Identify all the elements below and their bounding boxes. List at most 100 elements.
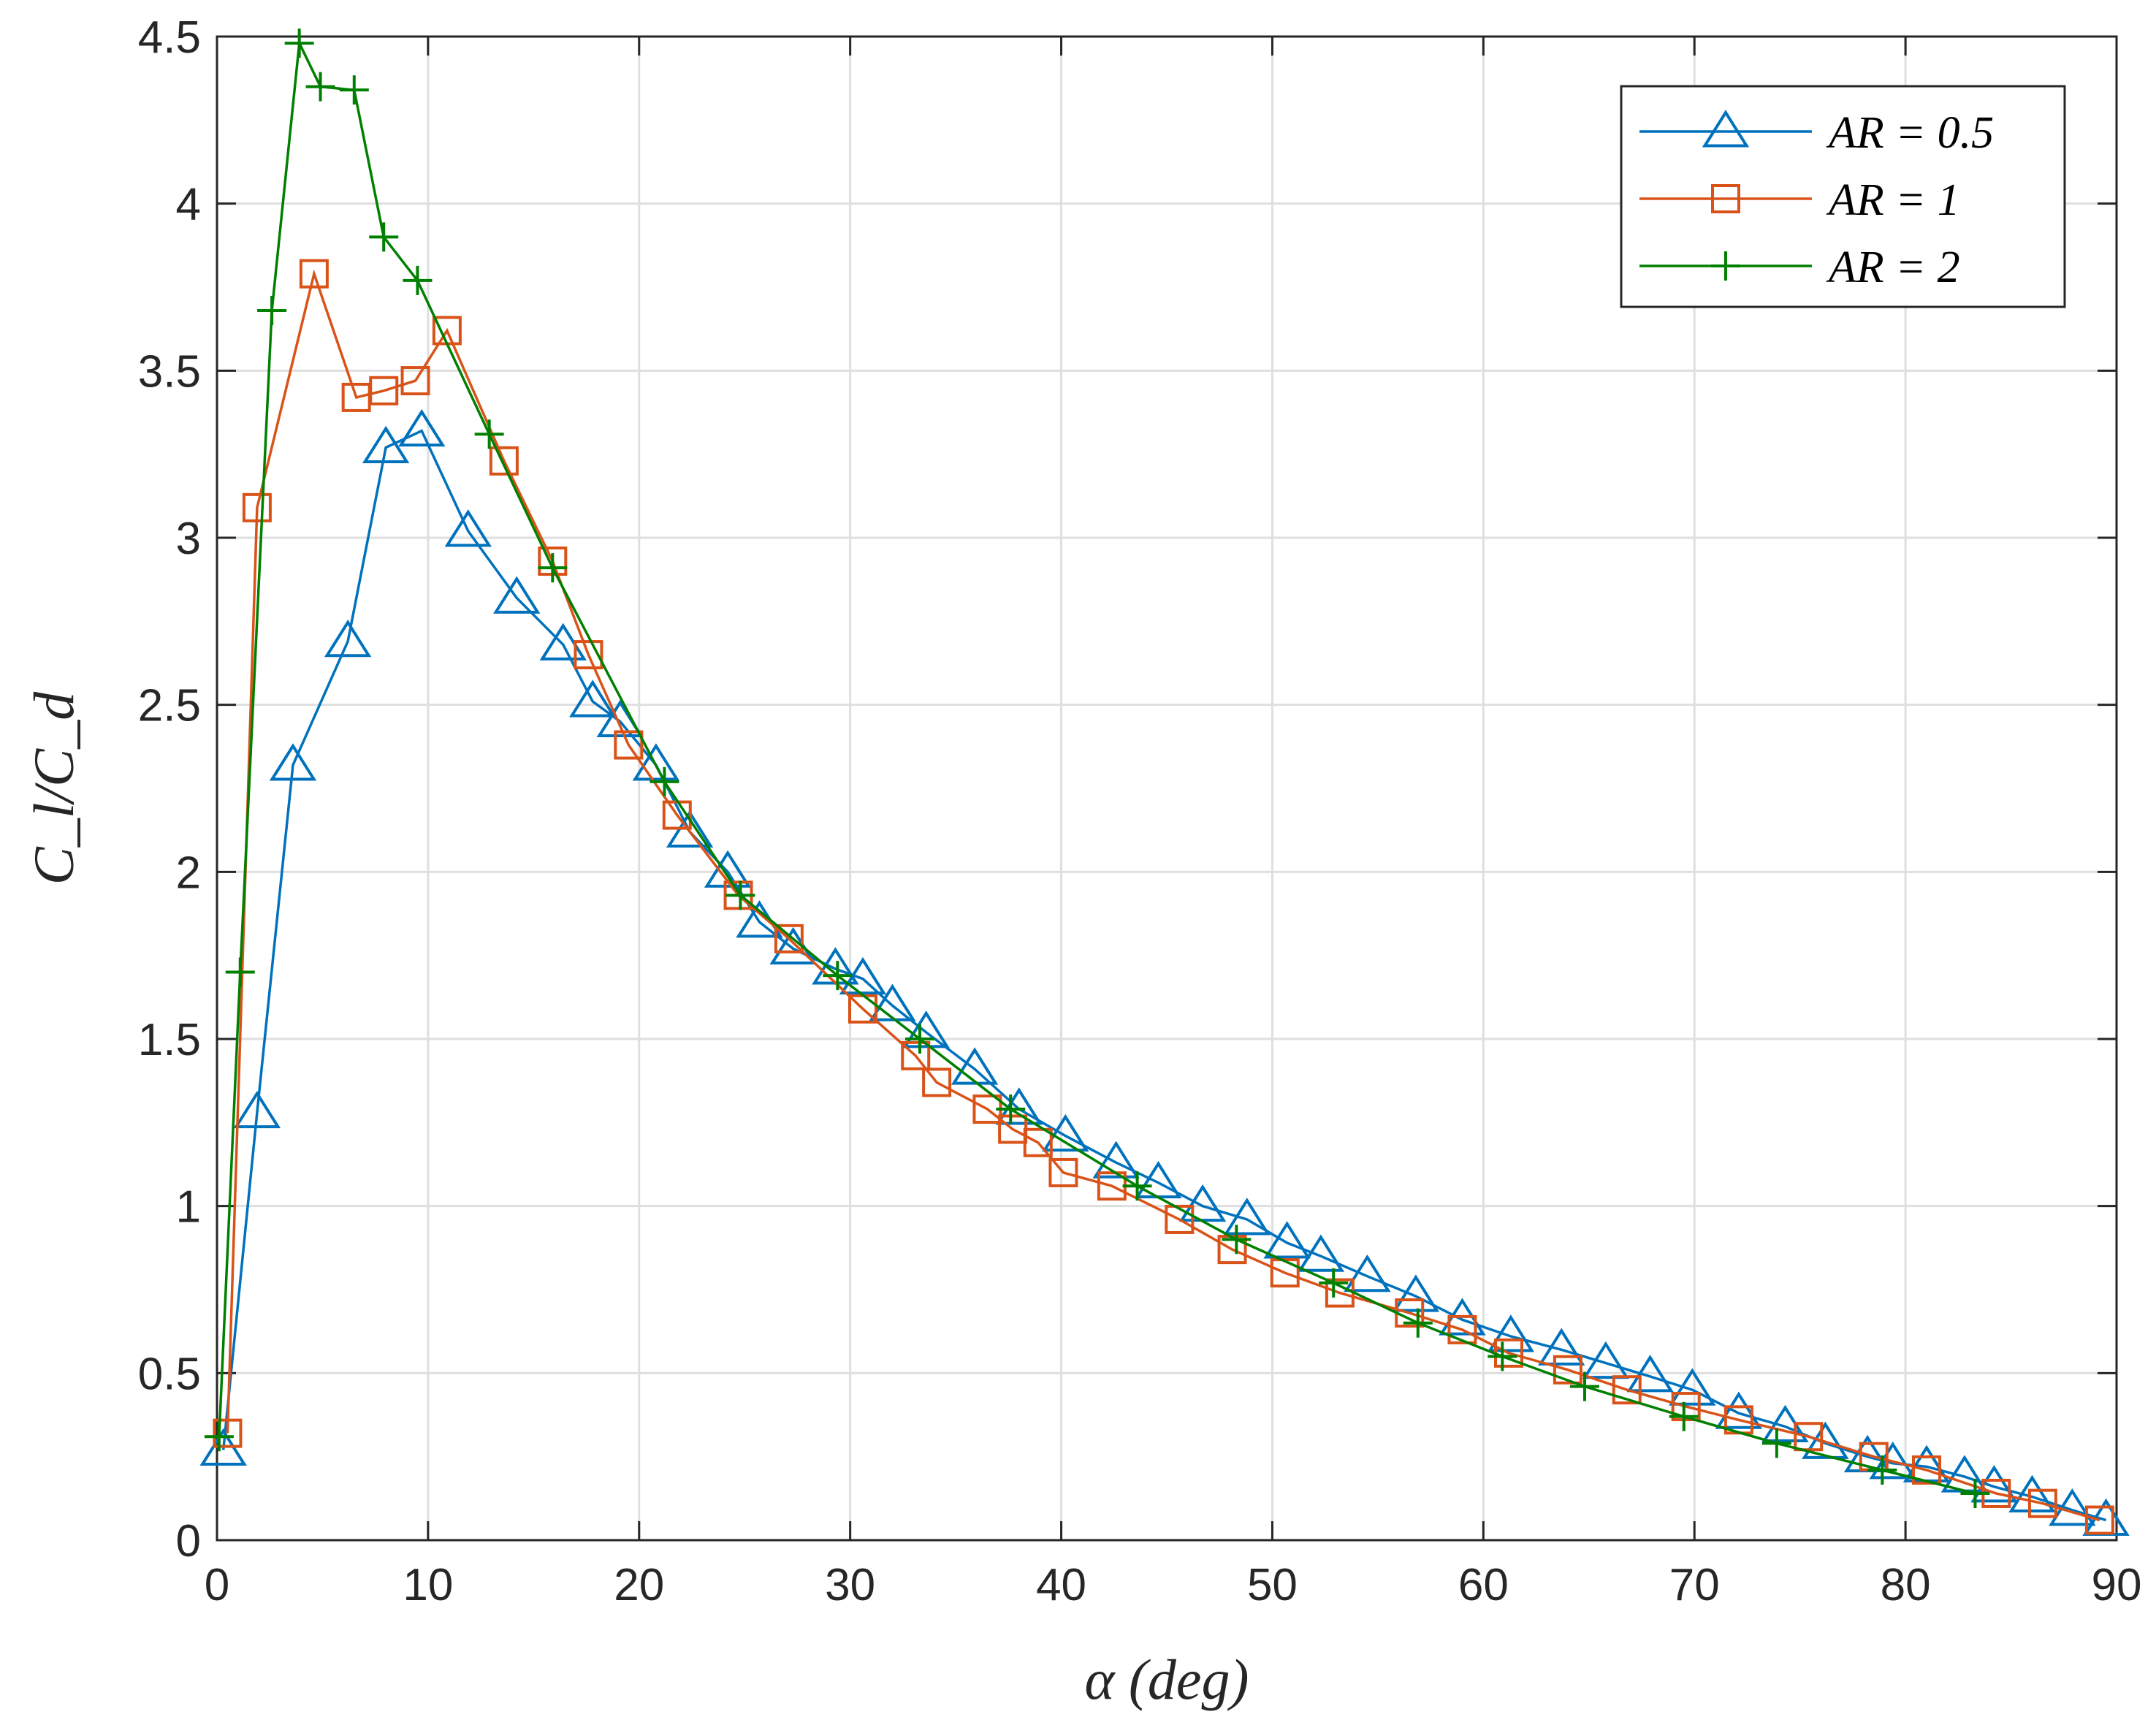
data-point	[996, 1094, 1026, 1124]
data-point	[489, 446, 519, 476]
legend-marker	[1711, 184, 1740, 213]
x-tick-label: 70	[1669, 1560, 1720, 1610]
data-point	[922, 1067, 952, 1097]
y-tick-label: 3.5	[138, 346, 201, 397]
plot-area	[216, 35, 2118, 1542]
data-point	[1570, 1371, 1599, 1401]
y-tick-label: 0	[176, 1516, 201, 1566]
x-tick-label: 10	[403, 1560, 453, 1610]
data-point	[225, 957, 255, 987]
data-point	[1319, 1268, 1349, 1298]
data-point	[1270, 1258, 1300, 1288]
y-tick-label: 2.5	[138, 681, 201, 731]
legend-label: AR = 0.5	[1826, 108, 1994, 158]
legend-marker	[1711, 251, 1740, 281]
x-tick-labels: 0 10 20 30 40 50 60 70 80 90	[205, 1560, 2142, 1610]
data-point	[1626, 1355, 1674, 1393]
data-point	[1538, 1328, 1585, 1366]
data-point	[905, 1024, 934, 1054]
x-tick-label: 80	[1881, 1560, 1931, 1610]
legend: AR = 0.5 AR = 1 AR = 2	[1620, 85, 2066, 308]
data-point	[257, 296, 287, 326]
data-point	[869, 983, 916, 1021]
data-point	[1403, 1308, 1433, 1338]
y-axis-label: C_l/C_d	[22, 691, 85, 885]
data-point	[1344, 1254, 1391, 1292]
data-point	[1612, 1375, 1642, 1405]
data-point	[650, 766, 679, 796]
data-point	[774, 924, 804, 953]
data-point	[1553, 1355, 1582, 1385]
data-point	[1263, 1221, 1311, 1259]
legend-box	[1620, 85, 2066, 308]
y-tick-label: 0.5	[138, 1349, 201, 1399]
x-axis-label: α (deg)	[1084, 1648, 1249, 1711]
data-point	[1223, 1198, 1271, 1236]
data-point	[614, 730, 644, 760]
data-point	[1671, 1392, 1701, 1422]
data-point	[1048, 1157, 1078, 1187]
series-2	[213, 259, 2114, 1535]
data-point	[324, 620, 372, 658]
data-point	[839, 956, 887, 995]
data-point	[2008, 1474, 2056, 1513]
data-point	[1761, 1428, 1791, 1458]
data-point	[1802, 1421, 1849, 1459]
y-tick-label: 3	[176, 514, 201, 564]
data-point	[369, 222, 399, 252]
data-point	[1042, 1113, 1089, 1152]
legend-entry: AR = 1	[1639, 175, 1960, 225]
data-point	[902, 1010, 950, 1048]
series-line	[226, 269, 2100, 1522]
data-point	[362, 425, 410, 464]
data-point	[2084, 1505, 2114, 1535]
data-point	[1023, 1127, 1053, 1157]
data-point	[2027, 1488, 2057, 1518]
data-point	[339, 75, 369, 105]
data-point	[1392, 1274, 1440, 1312]
data-point	[569, 679, 617, 717]
data-point	[1715, 1391, 1763, 1429]
data-point	[369, 376, 399, 406]
data-point	[539, 623, 587, 660]
legend-entry: AR = 2	[1639, 243, 1960, 292]
legend-label: AR = 1	[1826, 175, 1960, 225]
data-point	[1297, 1234, 1345, 1272]
data-point	[284, 28, 314, 58]
y-tick-label: 1	[176, 1182, 201, 1233]
legend-label: AR = 2	[1826, 243, 1960, 292]
data-point	[901, 1040, 931, 1070]
data-point	[1222, 1225, 1252, 1255]
y-tick-label: 2	[176, 848, 201, 898]
data-point	[1794, 1422, 1824, 1452]
data-point	[493, 576, 541, 614]
data-point	[538, 553, 568, 583]
data-point	[398, 408, 446, 447]
data-point	[1582, 1341, 1630, 1379]
data-point	[305, 72, 335, 102]
data-point	[400, 366, 430, 396]
data-point	[632, 743, 680, 781]
series-3	[204, 28, 1990, 1508]
data-point	[1912, 1455, 1941, 1485]
data-point	[299, 259, 329, 289]
y-tick-label: 4.5	[138, 12, 201, 63]
data-point	[1165, 1204, 1195, 1234]
data-point	[233, 1090, 281, 1129]
data-point	[1487, 1314, 1535, 1352]
y-tick-label: 1.5	[138, 1015, 201, 1065]
x-tick-label: 40	[1036, 1560, 1086, 1610]
data-point	[1669, 1401, 1699, 1431]
data-point	[444, 509, 492, 547]
data-point	[204, 1422, 234, 1452]
data-point	[474, 419, 504, 449]
x-tick-label: 20	[614, 1560, 664, 1610]
data-point	[213, 1418, 243, 1448]
series-layer	[199, 28, 2130, 1537]
data-point	[1122, 1171, 1152, 1201]
legend-entry: AR = 0.5	[1639, 108, 1994, 158]
x-tick-label: 60	[1458, 1560, 1509, 1610]
data-point	[1092, 1141, 1140, 1179]
x-tick-label: 90	[2092, 1560, 2142, 1610]
